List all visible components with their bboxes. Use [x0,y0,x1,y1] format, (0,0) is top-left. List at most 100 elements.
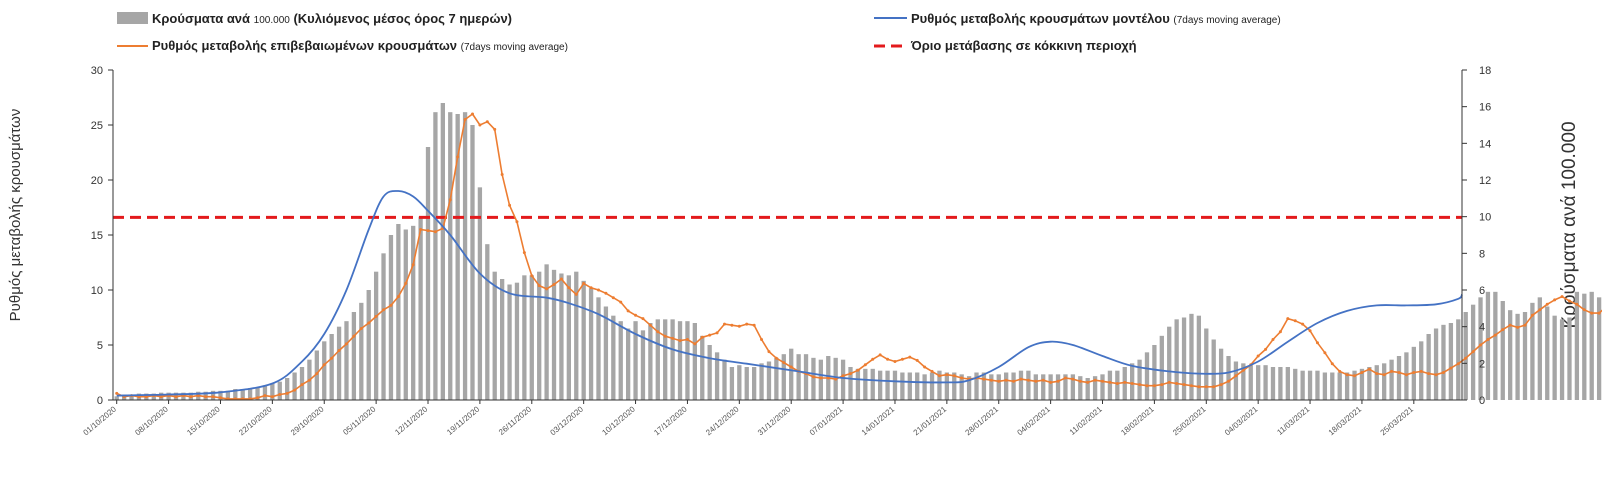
confirmed-point [352,334,356,338]
bar [966,376,972,400]
bar [1582,293,1587,400]
y-right-tick-label: 8 [1479,248,1485,260]
confirmed-point [723,322,726,326]
confirmed-point [330,356,334,360]
x-tick-label: 18/03/2021 [1327,404,1364,437]
bar [1596,297,1602,400]
confirmed-point [1516,325,1520,329]
bar [1359,368,1365,400]
bar [766,361,772,400]
confirmed-point [285,391,289,395]
bar [655,319,660,400]
confirmed-point [1375,372,1379,376]
confirmed-point [1160,383,1164,387]
confirmed-point [900,357,904,361]
confirmed-point [671,336,675,340]
bar [1493,291,1498,400]
confirmed-point [1523,323,1527,327]
bar-series [114,103,1602,401]
confirmed-point [582,281,586,285]
confirmed-point [1419,369,1423,373]
bar [1382,363,1387,400]
bar [114,396,119,400]
bar [574,271,579,400]
confirmed-point [1241,368,1245,372]
confirmed-point [1219,383,1223,387]
bar [840,359,846,400]
confirmed-point [589,286,593,290]
confirmed-point [1056,379,1060,383]
bar [1433,328,1439,400]
confirmed-point [878,353,882,357]
confirmed-point [426,229,430,233]
confirmed-point [997,379,1001,383]
bar [1189,313,1194,400]
x-tick-label: 26/11/2020 [497,404,533,437]
confirmed-point [1330,362,1334,366]
bar [692,323,697,400]
y-right-tick-label: 0 [1479,395,1485,407]
bar [1485,291,1491,400]
plot-area: 0 5 10 15 20 25 30 0 2 4 6 8 10 12 14 16 18 01/10/2020 08/… [82,65,1602,437]
confirmed-point [189,395,193,399]
bar [240,389,245,400]
bar [425,147,431,400]
bar [477,187,483,400]
confirmed-point [174,395,178,399]
confirmed-point [708,333,712,337]
confirmed-point [819,376,823,380]
bar [544,264,549,400]
x-axis-ticks: 01/10/2020 08/10/2020 15/10/2020 22/10/2020… [82,400,1416,437]
legend-item-model: Ρυθμός μεταβολής κρουσμάτων μοντέλου (7d… [874,11,1281,26]
confirmed-point [730,323,734,327]
confirmed-point [337,349,341,352]
confirmed-point [1560,295,1564,299]
legend-item-confirmed: Ρυθμός μεταβολής επιβεβαιωμένων κρουσμάτ… [117,38,568,53]
confirmed-point [545,287,549,291]
confirmed-point [1071,377,1075,381]
confirmed-point [1204,385,1208,389]
bar [566,275,571,400]
confirmed-point [1227,379,1231,383]
confirmed-point [374,314,378,318]
bar [796,354,801,400]
confirmed-point [270,395,274,399]
confirmed-point [448,198,452,202]
bar [722,359,727,400]
confirmed-point [960,376,964,380]
bar [1352,370,1357,400]
bar [507,284,512,400]
bar [922,374,927,400]
y-left-tick-label: 20 [91,175,103,187]
confirmed-point [923,365,927,369]
confirmed-point [1278,330,1282,334]
bar [1256,365,1261,400]
bar [1456,319,1461,400]
bar [929,372,935,400]
bar [1115,370,1120,400]
x-tick-label: 15/10/2020 [185,404,222,437]
confirmed-point [530,274,534,278]
confirmed-point [1108,380,1112,384]
confirmed-point [1301,322,1305,326]
bar [351,312,357,400]
confirmed-point [404,281,408,285]
x-tick-label: 10/12/2020 [600,404,637,437]
confirmed-point [396,295,400,299]
bar [981,372,987,400]
confirmed-point [619,300,623,304]
confirmed-point [1427,372,1431,376]
bar [759,363,764,400]
bar [1545,306,1550,400]
confirmed-point [1012,379,1016,383]
confirmed-point [1093,378,1097,382]
confirmed-point [500,173,504,176]
confirmed-point [663,334,667,338]
x-tick-label: 18/02/2021 [1119,404,1156,437]
confirmed-point [1212,385,1216,389]
bar [1211,339,1216,400]
confirmed-point [1404,373,1408,377]
y-axis-left-ticks: 0 5 10 15 20 25 30 [91,65,113,407]
x-tick-label: 04/02/2021 [1015,404,1052,437]
